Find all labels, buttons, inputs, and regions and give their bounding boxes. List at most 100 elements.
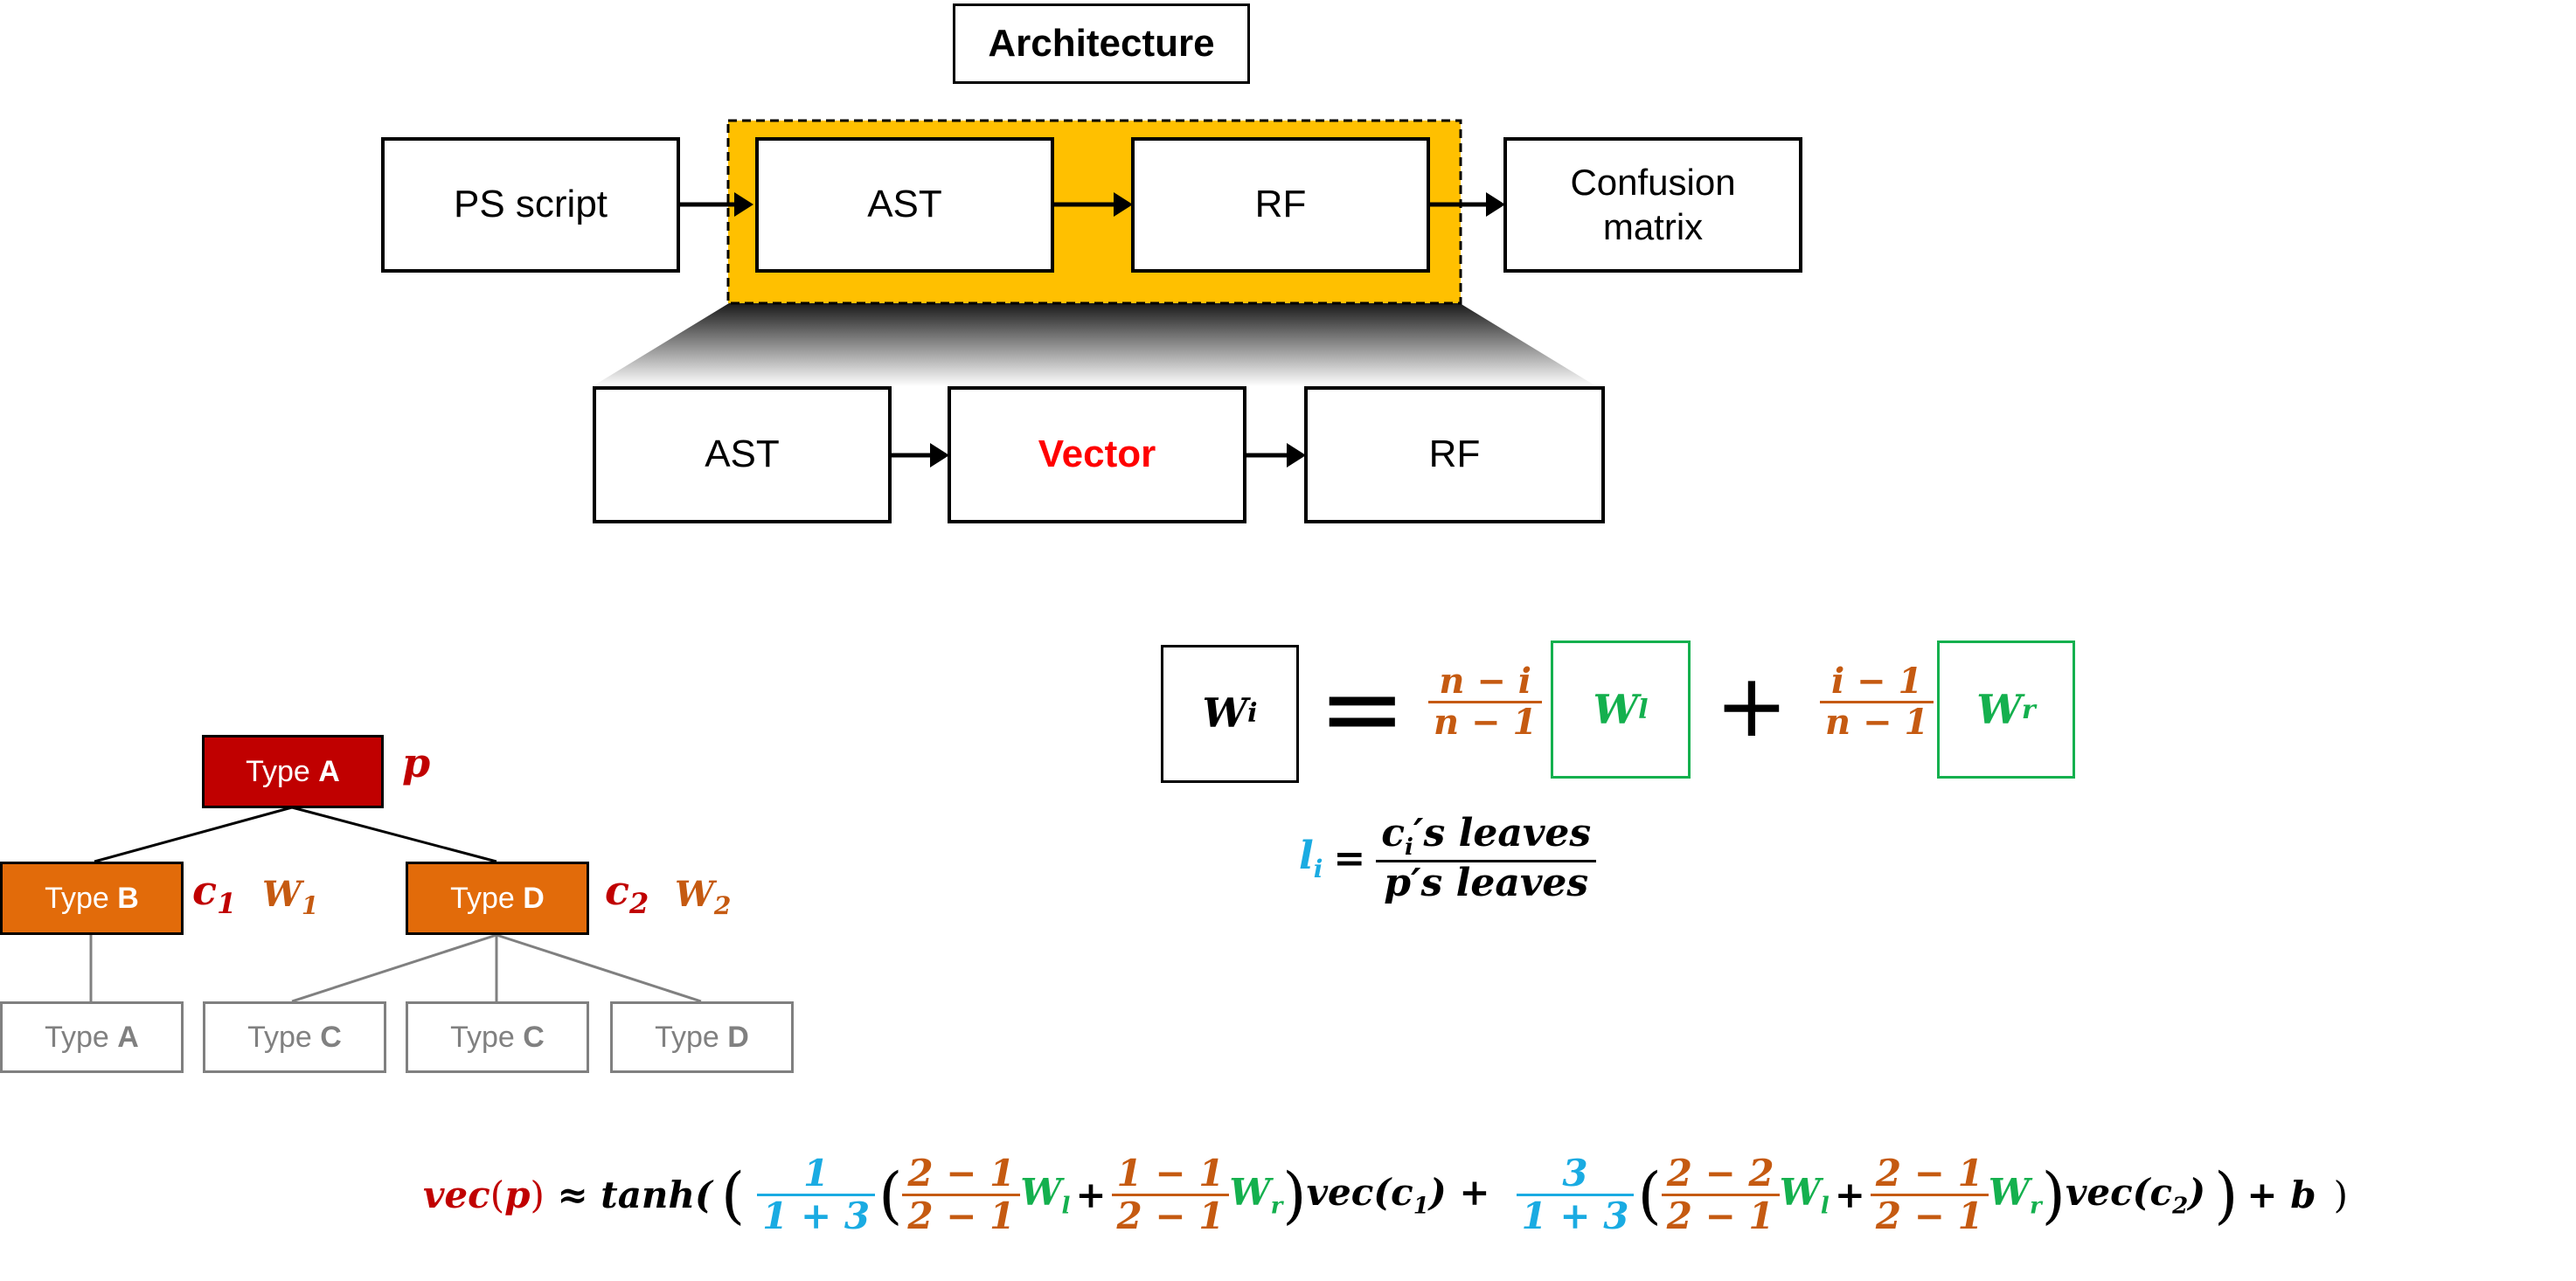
vec-t1-a-num: 2 − 1 (907, 1152, 1016, 1194)
vec-t1-weight: 1 1 + 3 (757, 1152, 876, 1238)
weight-frac-2-bar (1820, 701, 1934, 703)
vec-t1-vec-close: ) + (1428, 1170, 1490, 1214)
vec-t2-a-den: 2 − 1 (1666, 1194, 1774, 1238)
tree-left-c-label: c1 (192, 867, 236, 920)
tree-leaf-letter: C (523, 1020, 545, 1054)
ast-box: AST (755, 137, 1054, 273)
arrow-ast-to-rf (1054, 192, 1133, 217)
leaf-formula-l: l (1299, 834, 1314, 879)
vec-t1-plus: + (1075, 1174, 1107, 1217)
zoom-projection (593, 303, 1596, 386)
tree-right-c-sub: 2 (629, 887, 649, 921)
tree-right-w-label: W2 (675, 874, 731, 920)
architecture-connectors (593, 119, 1596, 467)
weight-frac-1: n − i n − 1 (1428, 661, 1543, 743)
tree-leaf-type: Type (247, 1020, 321, 1054)
weight-frac-1-num: n − i (1439, 661, 1531, 702)
vec-t1-wr: Wr (1229, 1171, 1282, 1219)
tree-right-w-sub: 2 (713, 891, 732, 920)
vec-t1-wl-symbol: W (1020, 1170, 1062, 1214)
vec-p-close: ) (530, 1174, 545, 1217)
vec-paren-open: ( (720, 1159, 746, 1231)
leaf-formula-num-rest: ′s leaves (1413, 811, 1592, 855)
tree-left-type: Type (45, 881, 118, 915)
confusion-matrix-box: Confusion matrix (1503, 137, 1802, 273)
tree-leaf-node: Type D (610, 1001, 794, 1073)
vec-t1-b-bar (1111, 1194, 1230, 1197)
weight-frac-2-den: n − 1 (1825, 702, 1929, 743)
weight-frac-2-num: i − 1 (1830, 661, 1923, 702)
vec-t1-weight-num: 1 (803, 1152, 830, 1194)
vec-t2-b-bar (1870, 1194, 1989, 1197)
arrow-ps-to-ast (680, 192, 753, 217)
vec-t2-weight: 3 1 + 3 (1516, 1152, 1635, 1238)
vec-p-open: ( (490, 1174, 505, 1217)
vec-t2-a: 2 − 2 2 − 1 (1661, 1153, 1780, 1238)
vec-paren-close: ) (2214, 1159, 2239, 1231)
vec-t1-vec: vec(c1) + (1307, 1171, 1490, 1219)
vec-t2-wr-sub: r (2029, 1193, 2042, 1220)
leaf-formula-den: p′s leaves (1384, 861, 1589, 906)
vec-t2-plus: + (1834, 1174, 1865, 1217)
vec-formula: vec(p) ≈ tanh( ( 1 1 + 3 ( 2 − 1 2 − 1 W… (423, 1153, 2348, 1236)
vec-t1-a-bar (902, 1194, 1021, 1197)
vec-t2-a-bar (1661, 1194, 1780, 1197)
tree-left-node: Type B (0, 862, 184, 935)
vec-t1-b-den: 2 − 1 (1116, 1194, 1225, 1238)
wl-sub: l (1638, 694, 1649, 725)
tree-leaf-type: Type (450, 1020, 524, 1054)
leaf-formula-bar (1376, 860, 1597, 863)
vec-formula-lhs: vec(p) (423, 1174, 545, 1216)
vec-t1-vec-text: vec(c (1306, 1170, 1413, 1214)
weight-frac-2: i − 1 n − 1 (1820, 662, 1934, 742)
tree-right-type: Type (450, 881, 524, 915)
tree-leaf-node: Type C (406, 1001, 589, 1073)
zoom-rf-box: RF (1304, 386, 1605, 523)
tree-leaf-letter: D (727, 1020, 749, 1054)
tree-leaf-letter: C (320, 1020, 342, 1054)
arrow-zoom-vector-to-rf (1246, 443, 1306, 467)
vec-t2-vec: vec(c2) (2066, 1171, 2205, 1219)
tree-right-node: Type D (406, 862, 589, 935)
vec-t2-b-num: 2 − 1 (1875, 1152, 1983, 1194)
tree-leaf-type: Type (655, 1020, 728, 1054)
vec-t1-b: 1 − 1 2 − 1 (1111, 1153, 1230, 1238)
tree-left-c: c (192, 867, 218, 914)
leaf-formula-equals: = (1333, 836, 1366, 882)
vec-approx-tanh: ≈ tanh( (544, 1174, 712, 1217)
vec-t1-open: ( (878, 1159, 903, 1231)
arrow-rf-to-confusion (1428, 192, 1505, 217)
leaf-formula-lhs: li (1299, 834, 1323, 883)
wr-symbol: W (1976, 686, 2022, 733)
tree-left-c-sub: 1 (217, 887, 237, 921)
wi-symbol: W (1202, 689, 1248, 737)
weight-frac-1-den: n − 1 (1434, 702, 1538, 743)
vec-t1-a: 2 − 1 2 − 1 (902, 1152, 1021, 1236)
vec-t2-vec-close: ) (2188, 1170, 2206, 1214)
weight-frac-1-bar (1428, 701, 1543, 703)
tree-root-label: p (402, 739, 431, 786)
vec-p-word: vec (423, 1174, 490, 1217)
vec-t2-vec-sub: 2 (2172, 1193, 2189, 1220)
vec-t2-b-den: 2 − 1 (1875, 1194, 1983, 1238)
leaf-formula-num: ci′s leaves (1376, 811, 1596, 861)
vec-t2-wl-symbol: W (1779, 1170, 1821, 1214)
vec-t1-vec-sub: 1 (1413, 1193, 1429, 1220)
vec-t2-wl-sub: l (1820, 1193, 1830, 1220)
vec-t2-wr-symbol: W (1988, 1170, 2030, 1214)
leaf-formula-num-sub: i (1405, 834, 1413, 861)
tree-leaf-letter: A (117, 1020, 139, 1054)
vec-t1-weight-den: 1 + 3 (762, 1194, 871, 1238)
vec-t1-close: ) (1282, 1159, 1307, 1231)
vec-p-arg: p (504, 1174, 531, 1217)
weight-equals-sign: = (1318, 648, 1406, 770)
vec-t2-weight-den: 1 + 3 (1521, 1194, 1629, 1238)
vec-t1-wl-sub: l (1061, 1193, 1071, 1220)
vec-t2-open: ( (1637, 1159, 1662, 1231)
confusion-line-1: Confusion (1570, 162, 1736, 204)
vec-plus-b: + b (2246, 1174, 2316, 1217)
leaf-formula: li = ci′s leaves p′s leaves (1299, 811, 1597, 906)
vec-t2-weight-num: 3 (1562, 1152, 1588, 1194)
